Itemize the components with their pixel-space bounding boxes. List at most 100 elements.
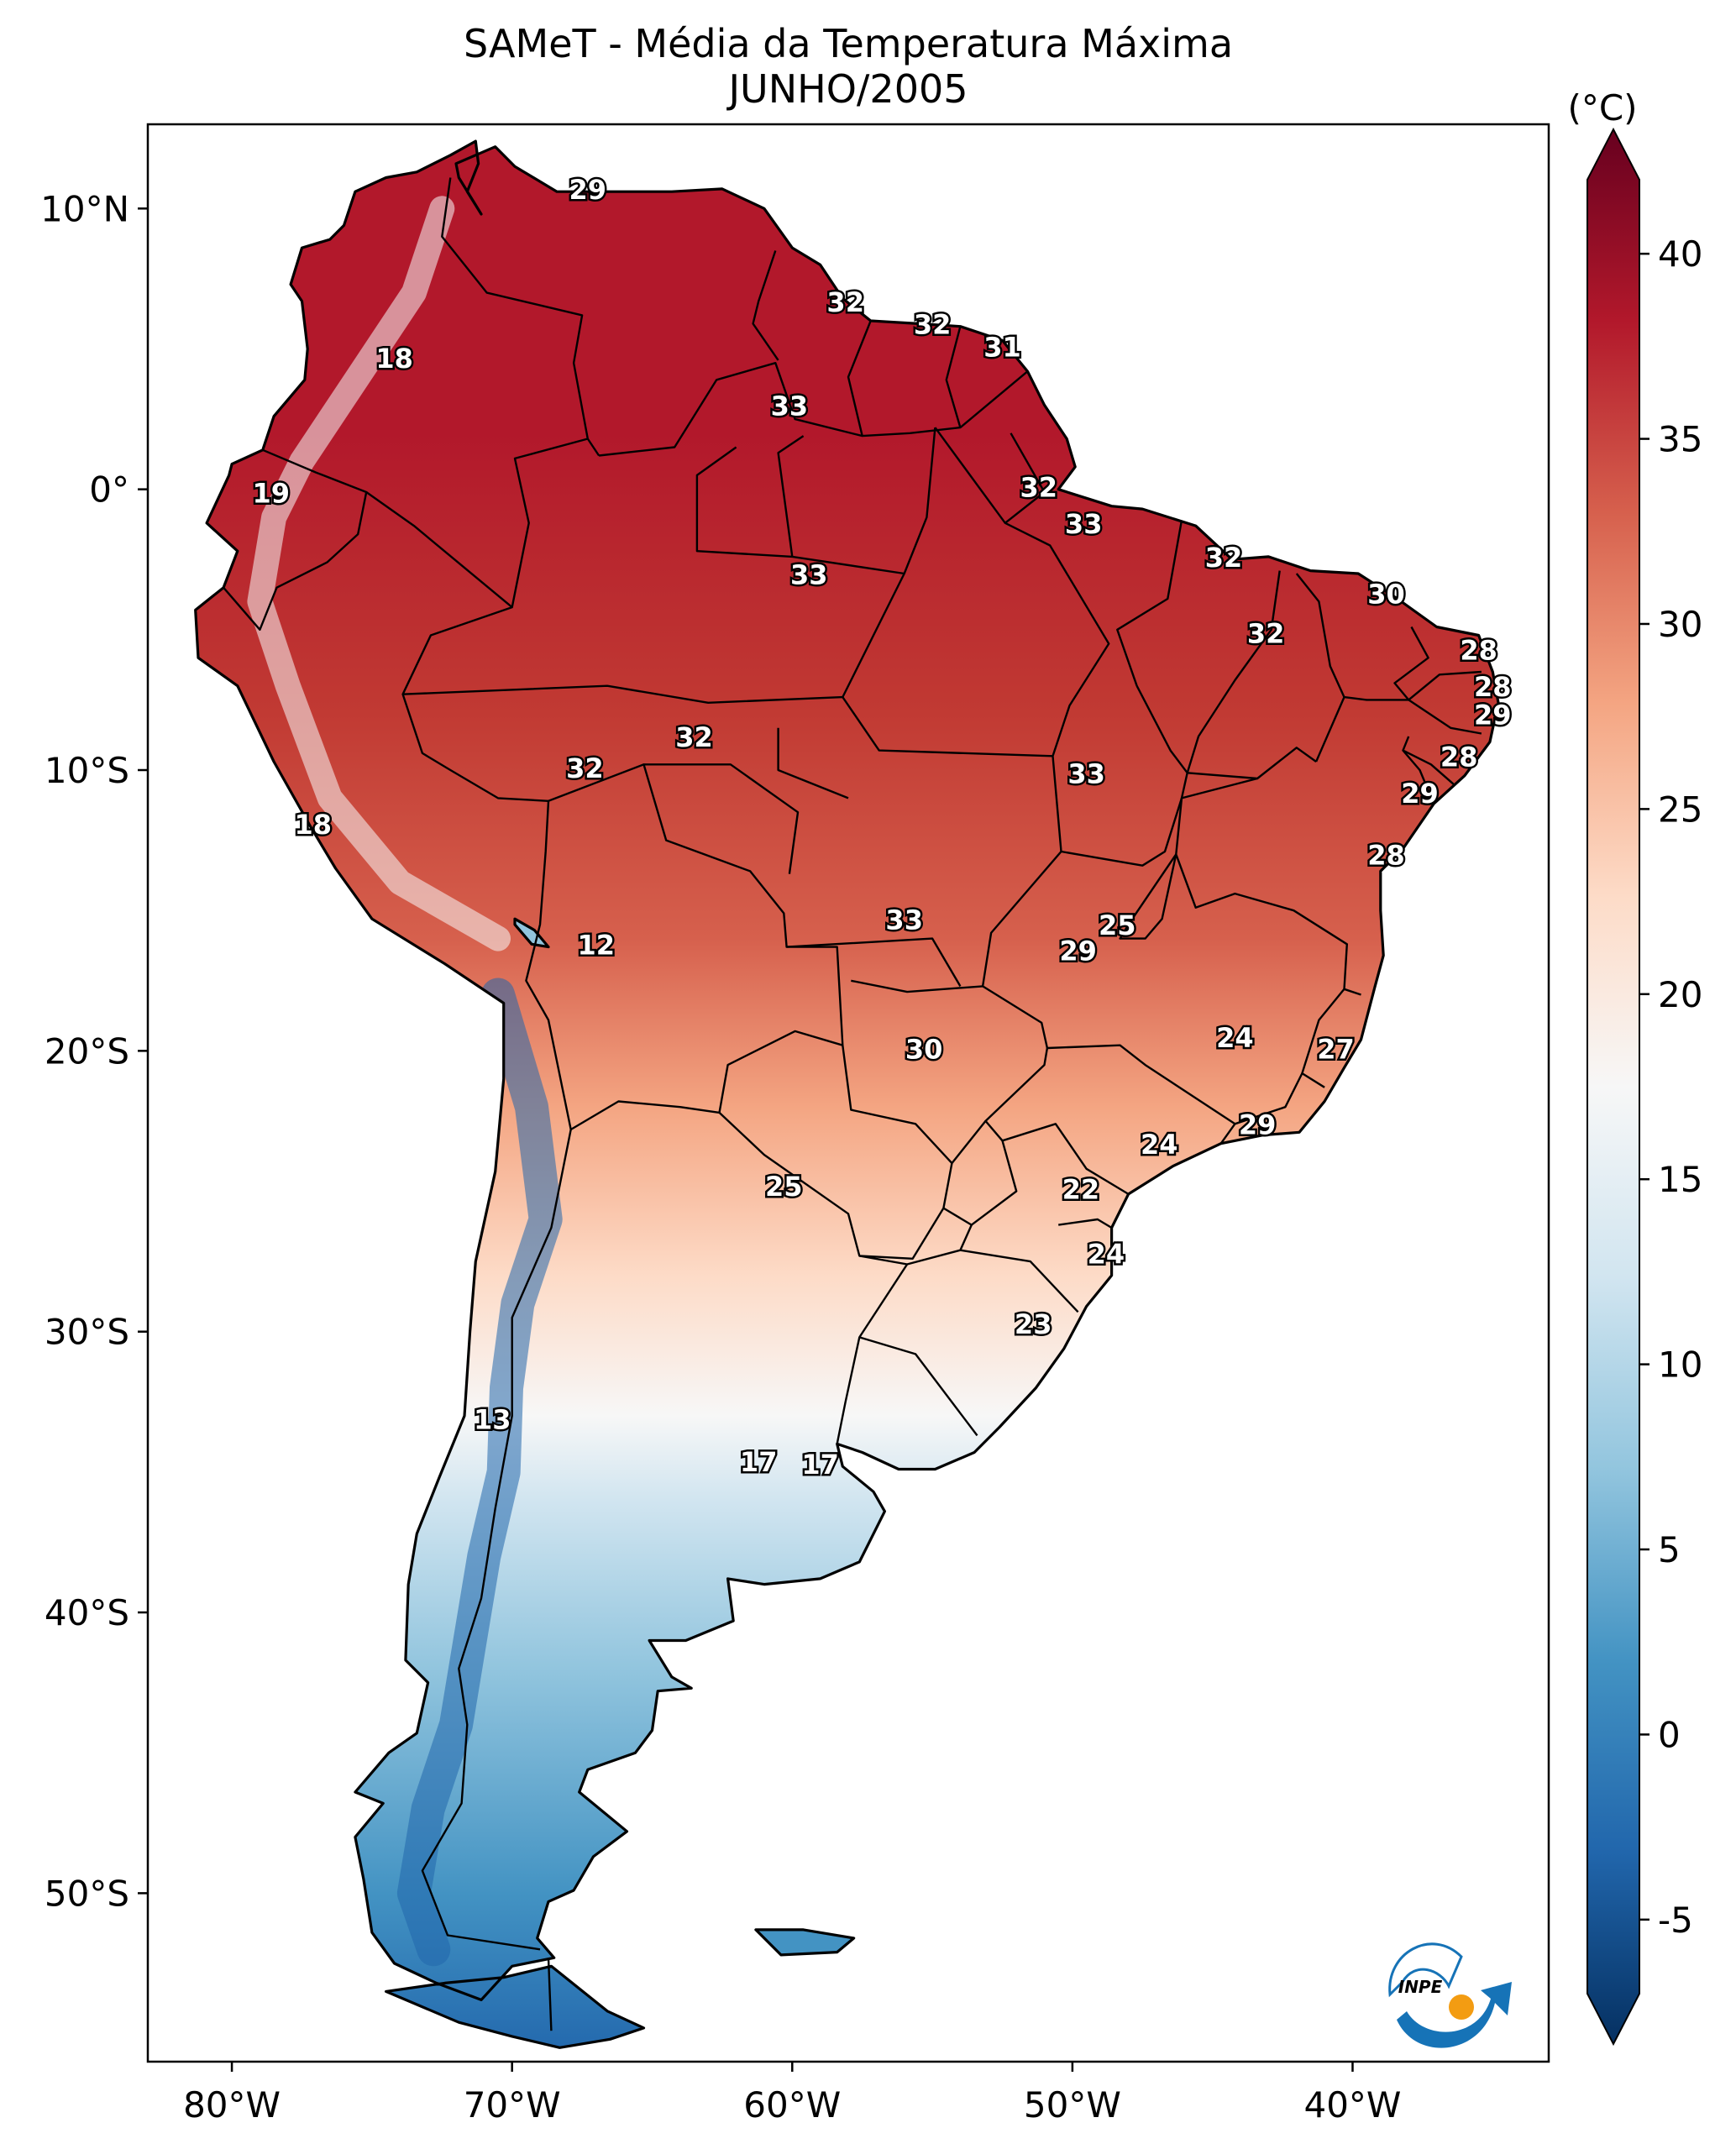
state-borders	[223, 177, 1482, 2031]
border-line	[984, 1044, 1236, 1195]
border-line	[836, 1263, 909, 1444]
border-line	[421, 1129, 572, 1951]
colorbar-tick-label: 40	[1658, 233, 1702, 275]
temperature-label: 13	[474, 1404, 511, 1436]
temperature-label: 27	[1317, 1033, 1355, 1065]
border-line	[1295, 573, 1345, 763]
temperature-label: 32	[1020, 472, 1058, 504]
temperature-label: 12	[578, 930, 616, 962]
temperature-label: 33	[885, 904, 923, 936]
border-line	[1301, 988, 1345, 1088]
colorbar-tick-label: 15	[1658, 1159, 1702, 1200]
inpe-logo: INPE	[1388, 1942, 1512, 2048]
temperature-label: 29	[1474, 700, 1512, 731]
logo-arrow-icon	[1397, 1982, 1512, 2048]
temperature-label: 24	[1088, 1238, 1125, 1270]
border-line	[1004, 432, 1046, 524]
border-line	[842, 427, 936, 698]
colorbar-ticks: 40 35 30 25 20 15 10 5 0 -5	[1639, 233, 1702, 1941]
border-line	[752, 250, 779, 361]
x-tick-label: 40°W	[1303, 2084, 1401, 2125]
colorbar-tick-label: 10	[1658, 1344, 1702, 1386]
temperature-label: 28	[1460, 635, 1497, 667]
y-tick-label: 0°	[89, 469, 129, 511]
border-line	[858, 1336, 978, 1437]
colorbar-tick-label: -5	[1658, 1900, 1693, 1941]
temperature-label: 30	[905, 1033, 943, 1065]
logo-text: INPE	[1398, 1977, 1443, 1997]
temperature-label: 18	[295, 809, 333, 841]
temperature-label: 29	[1059, 935, 1097, 967]
temperature-label: 18	[375, 343, 413, 375]
temperature-label: 29	[569, 174, 607, 206]
border-line	[401, 438, 589, 802]
temperature-label: 32	[675, 721, 713, 753]
border-line	[695, 446, 905, 575]
map-title: SAMeT - Média da Temperatura Máxima	[464, 21, 1233, 66]
y-tick-label: 30°S	[45, 1312, 129, 1353]
temperature-label: 32	[914, 309, 952, 341]
border-line	[847, 320, 872, 437]
x-tick-label: 80°W	[183, 2084, 281, 2125]
x-tick-label: 70°W	[464, 2084, 561, 2125]
colorbar-tick-label: 0	[1658, 1714, 1681, 1755]
border-line	[643, 763, 800, 874]
y-tick-label: 10°S	[45, 750, 129, 791]
border-line	[777, 435, 805, 558]
x-tick-label: 50°W	[1024, 2084, 1121, 2125]
map-frame	[146, 123, 1550, 2063]
temperature-label: 28	[1367, 840, 1405, 872]
colorbar-tick-label: 5	[1658, 1529, 1681, 1570]
temperature-label: 17	[801, 1449, 839, 1481]
border-line	[718, 1045, 953, 1260]
border-line	[1175, 777, 1361, 996]
colorbar-tick-label: 20	[1658, 974, 1702, 1015]
border-line	[1344, 695, 1409, 701]
x-tick-label: 60°W	[743, 2084, 841, 2125]
logo-sun-icon	[1449, 1994, 1474, 2020]
border-line	[598, 362, 1029, 457]
colorbar-tick-label: 25	[1658, 789, 1702, 830]
border-line	[960, 1249, 1079, 1313]
border-line	[971, 1140, 1018, 1226]
border-line	[1119, 853, 1177, 940]
border-line	[851, 979, 983, 993]
temperature-label: 17	[740, 1446, 778, 1478]
temperature-label: 33	[790, 558, 828, 590]
y-tick-label: 50°S	[45, 1873, 129, 1914]
border-line	[777, 727, 849, 799]
temperature-label: 32	[1205, 542, 1243, 574]
temperature-label: 22	[1062, 1174, 1100, 1206]
border-line	[1186, 570, 1317, 780]
border-line	[223, 448, 368, 631]
temperature-label: 25	[765, 1171, 803, 1203]
temperature-label: 32	[566, 752, 604, 784]
coastline	[194, 139, 1500, 2049]
temperature-label: 33	[1065, 508, 1103, 540]
colorbar-tick-label: 30	[1658, 604, 1702, 645]
temperature-label: 29	[1239, 1109, 1277, 1141]
temperature-label: 25	[1099, 909, 1136, 941]
temperature-label: 19	[253, 477, 291, 509]
temperature-label: 33	[771, 390, 809, 422]
y-tick-label: 10°N	[40, 188, 129, 229]
temperature-label: 33	[1067, 758, 1105, 790]
y-axis: 10°N 0° 10°S 20°S 30°S 40°S 50°S	[40, 188, 148, 1914]
temperature-label: 31	[983, 332, 1021, 364]
temperature-label: 24	[1141, 1129, 1178, 1161]
border-line	[1402, 749, 1435, 805]
border-line	[525, 763, 844, 1131]
colorbar-unit: (°C)	[1567, 87, 1637, 128]
colorbar-scale	[1587, 127, 1640, 2047]
border-line	[547, 1958, 553, 2031]
border-line	[1402, 736, 1455, 785]
border-line	[1058, 1218, 1113, 1229]
border-line	[945, 326, 962, 428]
y-tick-label: 40°S	[45, 1592, 129, 1633]
border-line	[365, 491, 513, 609]
temperature-label: 30	[1367, 579, 1405, 611]
y-tick-label: 20°S	[45, 1030, 129, 1072]
